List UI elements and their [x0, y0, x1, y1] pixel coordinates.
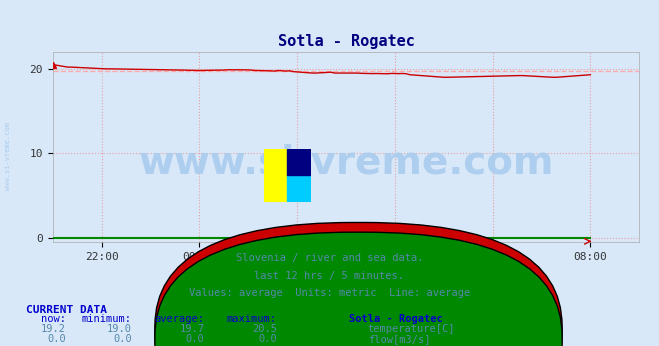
Text: temperature[C]: temperature[C] — [368, 324, 455, 334]
Text: CURRENT DATA: CURRENT DATA — [26, 305, 107, 315]
Text: 19.2: 19.2 — [41, 324, 66, 334]
Text: maximum:: maximum: — [227, 315, 277, 325]
Text: Values: average  Units: metric  Line: average: Values: average Units: metric Line: aver… — [189, 288, 470, 298]
Text: flow[m3/s]: flow[m3/s] — [368, 334, 430, 344]
Text: 0.0: 0.0 — [47, 334, 66, 344]
Text: 19.7: 19.7 — [179, 324, 204, 334]
Text: now:: now: — [41, 315, 66, 325]
Text: minimum:: minimum: — [82, 315, 132, 325]
Text: www.si-vreme.com: www.si-vreme.com — [5, 122, 11, 190]
Text: 0.0: 0.0 — [258, 334, 277, 344]
Text: Sotla - Rogatec: Sotla - Rogatec — [349, 315, 443, 325]
Title: Sotla - Rogatec: Sotla - Rogatec — [277, 34, 415, 49]
Text: www.si-vreme.com: www.si-vreme.com — [138, 143, 554, 181]
Text: last 12 hrs / 5 minutes.: last 12 hrs / 5 minutes. — [254, 271, 405, 281]
Text: average:: average: — [154, 315, 204, 325]
Text: 0.0: 0.0 — [113, 334, 132, 344]
Text: 19.0: 19.0 — [107, 324, 132, 334]
Text: 0.0: 0.0 — [186, 334, 204, 344]
Text: 20.5: 20.5 — [252, 324, 277, 334]
Text: Slovenia / river and sea data.: Slovenia / river and sea data. — [236, 253, 423, 263]
